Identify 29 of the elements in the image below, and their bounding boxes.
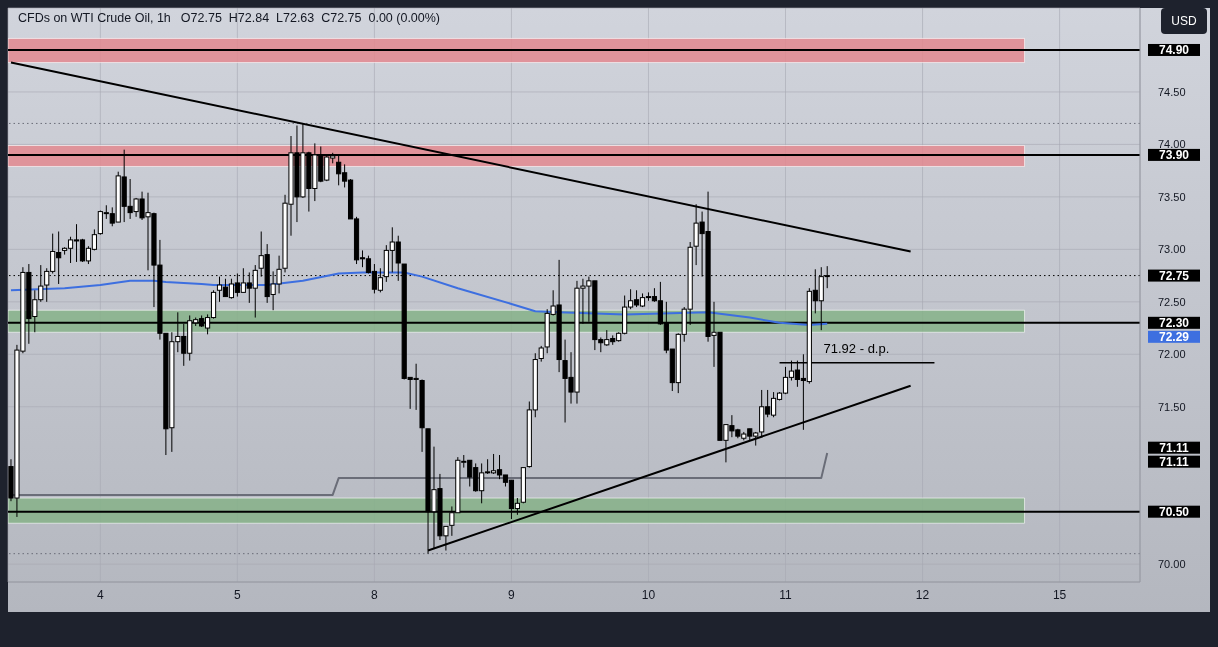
text: USD (1161, 8, 1207, 34)
line-series (9, 271, 829, 326)
x-tick-label: 5 (234, 587, 242, 602)
ref-line-label: 74.90 (1158, 43, 1190, 58)
ref-line-label: 72.30 (1158, 316, 1190, 331)
chart-subtitle: O72.75 H72.84 L72.63 C72.75 0.00 (0.00%) (180, 11, 441, 25)
y-tick-label: 71.50 (1158, 400, 1186, 413)
y-tick-label: 70.00 (1158, 558, 1186, 571)
chart-title: CFDs on WTI Crude Oil, 1h (18, 11, 171, 25)
x-tick-label: 8 (371, 587, 379, 602)
x-tick-label: 9 (508, 587, 516, 602)
y-tick-label: 74.50 (1158, 85, 1186, 98)
x-tick-label: 11 (779, 587, 793, 602)
text: 71.11 (1159, 441, 1190, 456)
x-tick-label: 4 (97, 587, 104, 602)
text: 71.11 (1159, 455, 1190, 470)
y-tick-label: 72.50 (1158, 295, 1186, 308)
y-tick-label: 73.50 (1158, 190, 1186, 203)
series-label: 71.92 - d.p. (823, 340, 890, 356)
text: 72.29 (1158, 330, 1190, 345)
x-tick-label: 12 (915, 587, 930, 602)
y-tick-label: 72.00 (1158, 348, 1186, 361)
x-tick-label: 10 (641, 587, 656, 602)
ref-line-label: 70.50 (1158, 505, 1190, 520)
y-tick-label: 73.00 (1158, 243, 1186, 256)
y-tick-label: 74.00 (1158, 138, 1186, 151)
x-tick-label: 15 (1052, 587, 1067, 602)
ref-line-label: 72.75 (1158, 269, 1190, 284)
ref-line-label: 73.90 (1158, 148, 1190, 163)
